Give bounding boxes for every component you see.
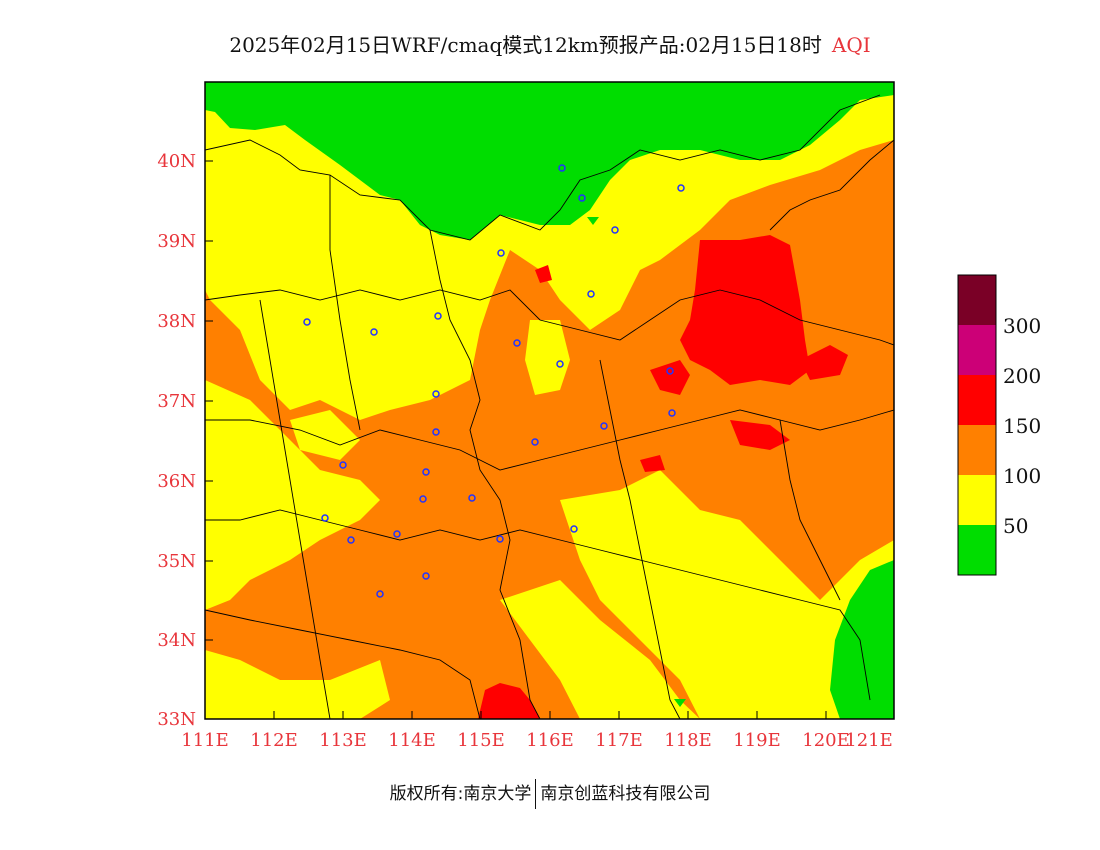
copyright-footer: 版权所有:南京大学 南京创蓝科技有限公司	[0, 779, 1100, 809]
zone-yellow-south-west	[205, 650, 390, 719]
zone-red-northeast	[680, 235, 810, 385]
y-tick-label: 40N	[157, 151, 196, 172]
zone-yellow-south	[500, 580, 700, 719]
aqi-legend: 300 200 150 100 50	[957, 274, 1041, 576]
y-tick-label: 39N	[157, 231, 196, 252]
city-marker	[570, 525, 578, 533]
zone-red-small-1	[640, 455, 665, 472]
map-title: 2025年02月15日WRF/cmaq模式12km预报产品:02月15日18时 A…	[0, 29, 1100, 58]
x-tick-label: 113E	[319, 730, 367, 751]
city-markers	[303, 164, 685, 598]
legend-frame	[957, 274, 997, 576]
city-marker	[434, 312, 442, 320]
title-product: AQI	[831, 33, 871, 57]
x-tick-label: 117E	[595, 730, 643, 751]
station-marker	[587, 217, 599, 225]
legend-swatch	[958, 425, 996, 475]
city-marker	[677, 184, 685, 192]
legend-label: 100	[1003, 464, 1041, 488]
zone-yellow-island-1	[525, 320, 570, 395]
x-tick-label: 121E	[845, 730, 893, 751]
zone-red-south	[478, 683, 540, 719]
x-tick-label: 119E	[733, 730, 781, 751]
city-marker	[422, 572, 430, 580]
zone-green-southeast	[830, 560, 894, 719]
city-marker	[339, 461, 347, 469]
city-marker	[370, 328, 378, 336]
city-marker	[497, 249, 505, 257]
legend-label: 200	[1003, 364, 1041, 388]
zone-red-coast	[800, 345, 848, 380]
city-marker	[611, 226, 619, 234]
y-tick-label: 37N	[157, 391, 196, 412]
city-marker	[393, 530, 401, 538]
zone-green-north	[205, 82, 894, 240]
city-marker	[578, 194, 586, 202]
legend-label: 150	[1003, 414, 1041, 438]
boundary-lines	[205, 94, 894, 719]
city-marker	[432, 390, 440, 398]
aqi-field	[205, 82, 894, 719]
city-marker	[321, 514, 329, 522]
legend-label: 50	[1003, 514, 1028, 538]
city-marker	[513, 339, 521, 347]
x-axis-labels: 111E 112E 113E 114E 115E 116E 117E 118E …	[181, 730, 893, 751]
legend-swatch	[958, 375, 996, 425]
city-marker	[468, 494, 476, 502]
city-marker	[600, 422, 608, 430]
city-marker	[347, 536, 355, 544]
legend-labels: 300 200 150 100 50	[1003, 314, 1041, 538]
city-marker	[558, 164, 566, 172]
zone-red-central	[650, 360, 690, 395]
legend-swatch	[958, 525, 996, 575]
city-marker	[303, 318, 311, 326]
legend-swatch	[958, 275, 996, 325]
y-tick-label: 33N	[157, 709, 196, 730]
y-tick-label: 34N	[157, 630, 196, 651]
city-marker	[556, 360, 564, 368]
y-tick-label: 35N	[157, 551, 196, 572]
x-tick-label: 118E	[664, 730, 712, 751]
footer-separator	[535, 779, 537, 809]
legend-swatch	[958, 475, 996, 525]
company-text: 南京创蓝科技有限公司	[540, 784, 711, 804]
legend-label: 300	[1003, 314, 1041, 338]
zone-yellow-island-2	[290, 410, 360, 460]
legend-swatch	[958, 325, 996, 375]
city-marker	[666, 367, 674, 375]
x-tick-label: 116E	[526, 730, 574, 751]
city-marker	[668, 409, 676, 417]
y-tick-label: 38N	[157, 311, 196, 332]
zone-yellow-east	[560, 470, 894, 719]
x-tick-label: 115E	[457, 730, 505, 751]
city-marker	[422, 468, 430, 476]
y-axis-labels: 40N 39N 38N 37N 36N 35N 34N 33N	[157, 151, 196, 730]
title-main: 2025年02月15日WRF/cmaq模式12km预报产品:02月15日18时	[229, 33, 822, 57]
station-marker	[674, 699, 686, 707]
copyright-text: 版权所有:南京大学	[389, 784, 532, 804]
x-tick-label: 120E	[802, 730, 850, 751]
city-marker	[496, 535, 504, 543]
city-marker	[531, 438, 539, 446]
tick-marks	[204, 160, 895, 720]
city-marker	[432, 428, 440, 436]
city-marker	[376, 590, 384, 598]
x-tick-label: 112E	[250, 730, 298, 751]
city-marker	[419, 495, 427, 503]
zone-red-small-2	[535, 265, 552, 283]
y-tick-label: 36N	[157, 471, 196, 492]
city-marker	[587, 290, 595, 298]
x-tick-label: 114E	[388, 730, 436, 751]
x-tick-label: 111E	[181, 730, 229, 751]
zone-red-east	[730, 420, 790, 450]
